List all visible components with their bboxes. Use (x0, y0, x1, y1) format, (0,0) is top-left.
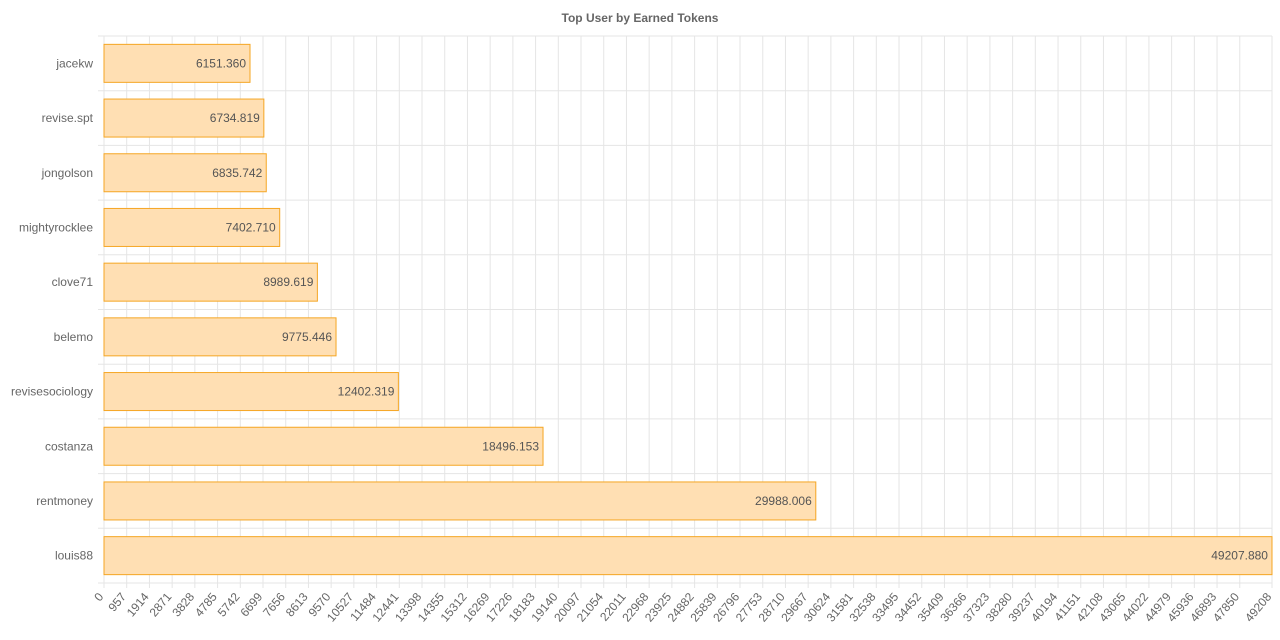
value-label: 6835.742 (212, 166, 262, 180)
chart-title: Top User by Earned Tokens (562, 11, 719, 25)
value-label: 12402.319 (338, 385, 395, 399)
bar-mightyrocklee (103, 207, 281, 247)
x-tick-label: 47850 (1210, 590, 1242, 625)
value-label: 6151.360 (196, 56, 246, 70)
x-tick-label: 7656 (260, 590, 288, 620)
value-label: 7402.710 (226, 220, 276, 234)
x-tick-label: 6699 (237, 590, 265, 620)
x-tick-label: 1914 (124, 590, 152, 620)
bar-jongolson (103, 153, 267, 193)
bar-costanza (103, 426, 544, 466)
category-label: clove71 (52, 275, 94, 289)
category-label: revisesociology (11, 385, 93, 399)
bar-revisesociology (103, 372, 399, 412)
value-label: 6734.819 (210, 111, 260, 125)
category-label: belemo (54, 330, 94, 344)
value-label: 29988.006 (755, 494, 812, 508)
x-tick-label: 3828 (169, 590, 197, 620)
bar-louis88 (103, 536, 1273, 576)
value-label: 49207.880 (1211, 549, 1268, 563)
x-tick-label: 0 (91, 590, 106, 604)
bars: 6151.360 6734.819 6835.742 7402.710 8989.619… (103, 43, 1273, 576)
bar-revise.spt (103, 98, 265, 138)
x-tick-label: 2871 (147, 590, 175, 620)
bar-clove71 (103, 262, 318, 302)
category-label: louis88 (55, 549, 93, 563)
x-tick-label: 5742 (215, 590, 243, 620)
x-tick-label: 49208 (1242, 590, 1274, 625)
x-tick-label: 4785 (192, 590, 220, 620)
x-tick-label: 8613 (283, 590, 311, 620)
category-label: costanza (45, 439, 93, 453)
bar-belemo (103, 317, 337, 357)
category-label: mightyrocklee (19, 220, 93, 234)
bar-jacekw (103, 43, 251, 83)
category-label: revise.spt (42, 111, 94, 125)
category-label: jongolson (41, 166, 93, 180)
value-label: 18496.153 (482, 439, 539, 453)
bar-rentmoney (103, 481, 817, 521)
category-label: rentmoney (36, 494, 93, 508)
value-label: 8989.619 (263, 275, 313, 289)
category-label: jacekw (55, 56, 93, 70)
value-label: 9775.446 (282, 330, 332, 344)
